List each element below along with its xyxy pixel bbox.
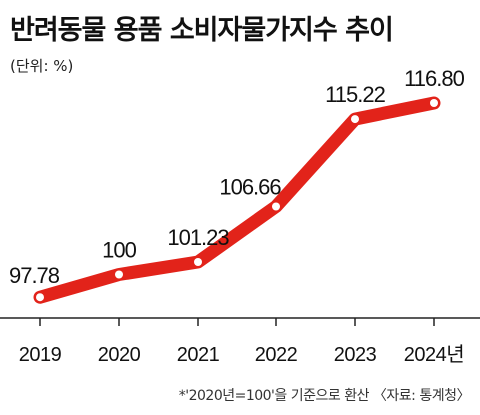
x-tick-label: 2021 — [177, 344, 220, 366]
data-point — [272, 202, 280, 211]
x-tick-label: 2020 — [98, 344, 141, 366]
chart-title: 반려동물 용품 소비자물가지수 추이 — [10, 15, 394, 46]
data-point — [115, 270, 123, 279]
data-point — [36, 293, 44, 302]
data-point — [194, 258, 202, 266]
data-label: 101.23 — [167, 225, 229, 250]
data-label: 100 — [102, 238, 136, 263]
series-line — [33, 96, 441, 304]
x-tick-label: 2019 — [19, 344, 62, 366]
source-note: *'2020년=100'을 기준으로 환산 〈자료: 통계청〉 — [178, 388, 471, 404]
data-label: 116.80 — [404, 66, 464, 91]
x-tick-label: 2022 — [255, 344, 298, 366]
data-point — [430, 99, 438, 107]
data-label: 115.22 — [325, 82, 385, 107]
unit-label: (단위: %) — [10, 57, 74, 75]
data-label: 106.66 — [219, 175, 281, 200]
x-tick-label: 2024년 — [404, 343, 464, 366]
data-point — [351, 115, 359, 124]
data-label: 97.78 — [9, 263, 60, 288]
x-tick-label: 2023 — [334, 344, 377, 366]
